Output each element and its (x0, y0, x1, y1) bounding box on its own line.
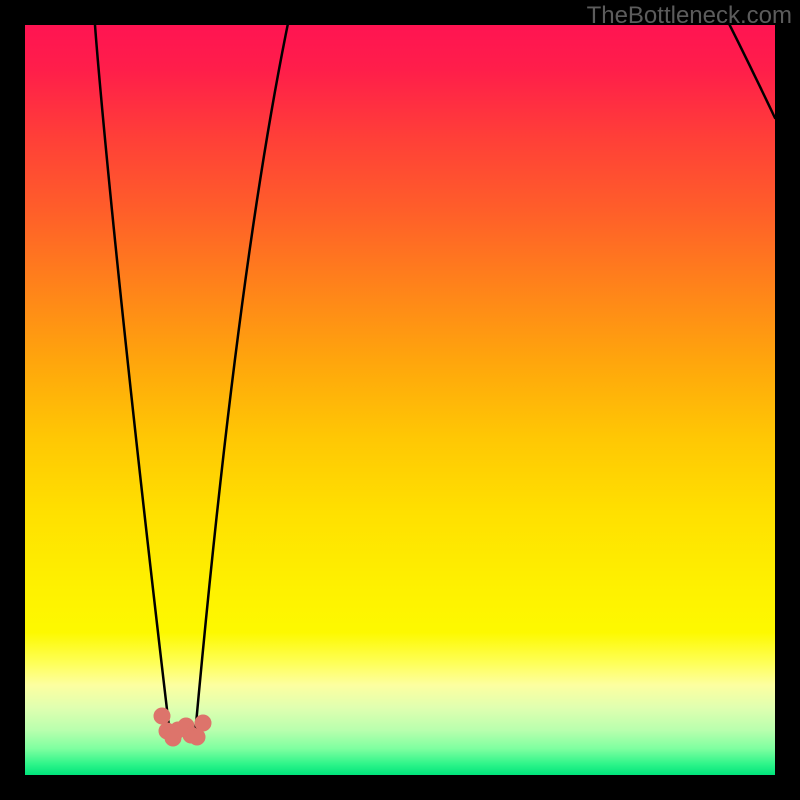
gradient-background (25, 25, 775, 775)
chart-svg (0, 0, 800, 800)
watermark-text: TheBottleneck.com (587, 2, 792, 30)
data-marker (195, 715, 211, 731)
chart-container: TheBottleneck.com (0, 0, 800, 800)
data-marker (154, 708, 170, 724)
